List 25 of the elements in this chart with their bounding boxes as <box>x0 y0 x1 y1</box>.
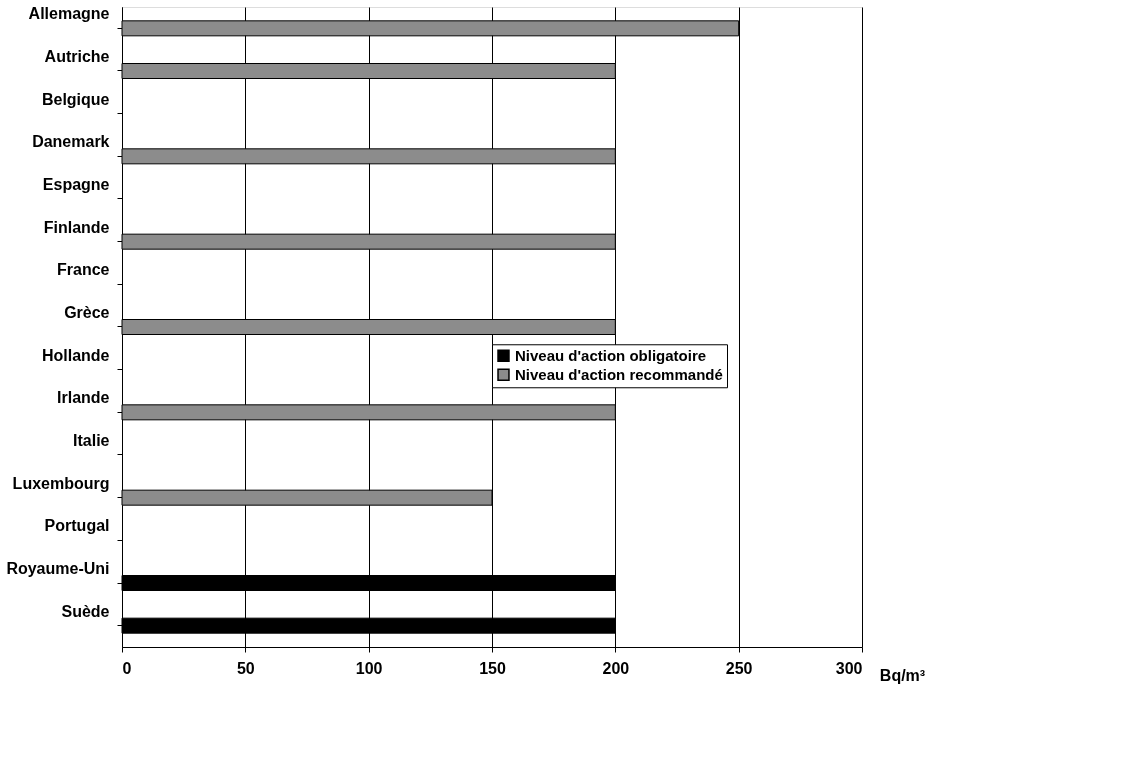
y-tick-label: Grèce <box>64 304 110 321</box>
x-tick-label: 0 <box>122 659 132 677</box>
y-tick-label: Danemark <box>32 133 110 151</box>
y-tick-label: Autriche <box>44 48 110 65</box>
y-tick-label: Allemagne <box>28 5 110 23</box>
x-tick-label: 100 <box>355 659 383 677</box>
x-tick-label: 300 <box>835 659 863 677</box>
x-axis-title: Bq/m³ <box>879 666 926 684</box>
y-tick-label: Royaume-Uni <box>6 560 110 577</box>
y-tick-label: Espagne <box>42 176 110 193</box>
y-tick-label: Irlande <box>57 389 110 407</box>
x-tick-label: 250 <box>725 659 753 677</box>
y-tick-label: Italie <box>73 432 110 449</box>
y-tick-label: Luxembourg <box>12 474 110 492</box>
y-tick-label: Portugal <box>44 517 110 535</box>
y-tick-label: Finlande <box>43 218 110 236</box>
legend-label: Niveau d'action obligatoire <box>515 346 707 364</box>
y-tick-label: Suède <box>61 602 110 620</box>
x-tick-label: 150 <box>479 659 506 677</box>
x-tick-label: 50 <box>236 659 255 677</box>
y-tick-label: Belgique <box>41 90 110 108</box>
y-tick-label: Hollande <box>41 346 110 364</box>
legend-label: Niveau d'action recommandé <box>515 365 723 383</box>
x-tick-label: 200 <box>602 659 630 677</box>
y-tick-label: France <box>57 261 110 279</box>
